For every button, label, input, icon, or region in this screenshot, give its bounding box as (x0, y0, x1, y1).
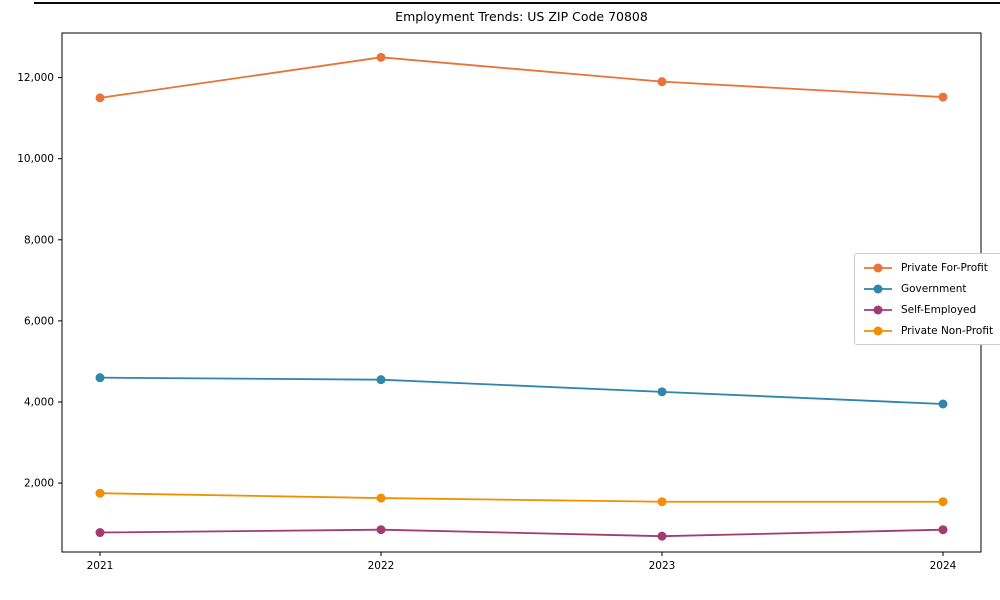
series-point-private-for-profit (938, 92, 948, 102)
chart-title: Employment Trends: US ZIP Code 70808 (395, 9, 648, 24)
legend-label: Government (901, 282, 967, 295)
legend-item: Government (863, 280, 993, 297)
series-point-self-employed (376, 525, 386, 535)
legend-item: Self-Employed (863, 301, 993, 318)
series-point-private-for-profit (95, 93, 105, 103)
x-tick-label: 2024 (930, 560, 957, 572)
series-point-private-non-profit (938, 497, 948, 507)
legend-marker-icon (864, 284, 892, 293)
series-point-private-for-profit (376, 52, 386, 62)
series-point-private-non-profit (657, 497, 667, 507)
y-tick-label: 2,000 (24, 478, 54, 490)
series-point-private-for-profit (657, 77, 667, 87)
legend-marker-icon (864, 326, 892, 335)
y-tick-label: 6,000 (24, 315, 54, 327)
x-tick-label: 2021 (87, 560, 114, 572)
series-point-private-non-profit (95, 488, 105, 498)
legend-label: Private Non-Profit (901, 324, 994, 337)
series-line-self-employed (99, 528, 944, 538)
y-tick-label: 10,000 (17, 153, 54, 165)
series-point-government (95, 373, 105, 383)
legend-marker-icon (864, 263, 892, 272)
x-tick-label: 2023 (649, 560, 676, 572)
series-line-private-non-profit (99, 492, 943, 503)
series-point-private-non-profit (376, 493, 386, 503)
legend-item: Private Non-Profit (863, 322, 993, 339)
legend: Private For-Profit Government Self-Employe… (854, 253, 1000, 345)
legend-label: Private For-Profit (901, 261, 988, 274)
x-tick-label: 2022 (368, 560, 395, 572)
legend-label: Self-Employed (901, 303, 977, 316)
window-top-border (34, 2, 1000, 4)
series-point-government (938, 399, 948, 409)
series-point-self-employed (938, 525, 948, 535)
series-point-self-employed (657, 531, 667, 541)
legend-item: Private For-Profit (863, 259, 993, 276)
y-tick-label: 8,000 (24, 234, 54, 246)
series-point-government (376, 375, 386, 385)
y-tick-label: 12,000 (17, 72, 54, 84)
series-point-self-employed (95, 528, 105, 538)
series-line-private-for-profit (99, 56, 944, 99)
series-line-government (99, 376, 944, 405)
y-tick-label: 4,000 (24, 396, 54, 408)
plot-frame (61, 32, 982, 553)
series-point-government (657, 387, 667, 397)
legend-marker-icon (864, 305, 892, 314)
